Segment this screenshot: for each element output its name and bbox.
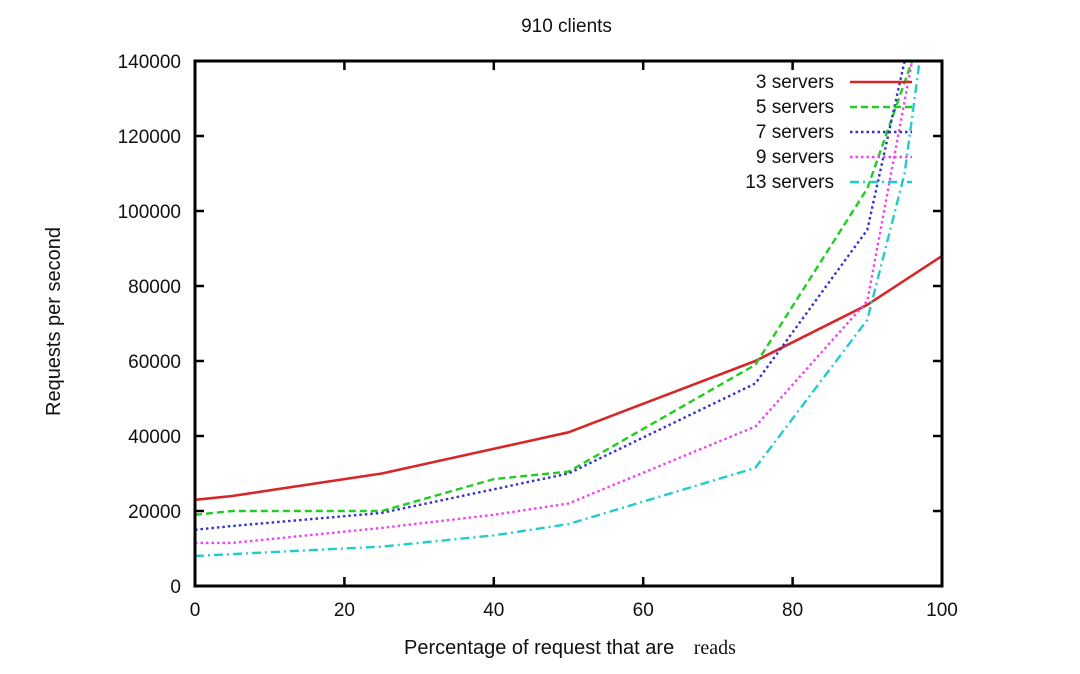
legend-label: 3 servers (756, 72, 834, 93)
series-line-13-servers (195, 61, 921, 558)
x-tick-label: 100 (926, 600, 958, 621)
y-axis-title: Requests per second (43, 227, 65, 416)
x-axis-title-suffix: reads (694, 637, 736, 659)
legend-label: 9 servers (756, 147, 834, 168)
plot-frame (193, 59, 944, 588)
y-tick-label: 140000 (118, 52, 181, 73)
x-tick-label: 0 (190, 600, 201, 621)
y-tick-label: 0 (170, 577, 181, 598)
legend-label: 7 servers (756, 122, 834, 143)
y-tick-label: 20000 (128, 502, 181, 523)
series-line-9-servers (195, 61, 914, 545)
x-tick-label: 40 (483, 600, 504, 621)
legend-label: 13 servers (745, 172, 834, 193)
series-layer (195, 61, 942, 558)
series-line-7-servers (195, 61, 906, 531)
y-tick-label: 100000 (118, 202, 181, 223)
ticks-layer (193, 59, 944, 588)
x-tick-label: 60 (633, 600, 654, 621)
tick-labels-layer: 0 20 40 60 80 100 0 20000 40000 60000 80000 100000 1… (118, 52, 958, 621)
legend: 3 servers 5 servers 7 servers 9 servers 13 s… (745, 72, 912, 193)
y-tick-label: 60000 (128, 352, 181, 373)
y-tick-label: 80000 (128, 277, 181, 298)
y-tick-label: 40000 (128, 427, 181, 448)
y-tick-label: 120000 (118, 127, 181, 148)
chart-title: 910 clients (521, 16, 612, 37)
x-tick-label: 80 (782, 600, 803, 621)
x-tick-label: 20 (334, 600, 355, 621)
legend-label: 5 servers (756, 97, 834, 118)
x-axis-title-main: Percentage of request that are (404, 637, 674, 659)
x-axis-title: Percentage of request that are reads (404, 637, 736, 659)
series-line-3-servers (195, 254, 942, 502)
